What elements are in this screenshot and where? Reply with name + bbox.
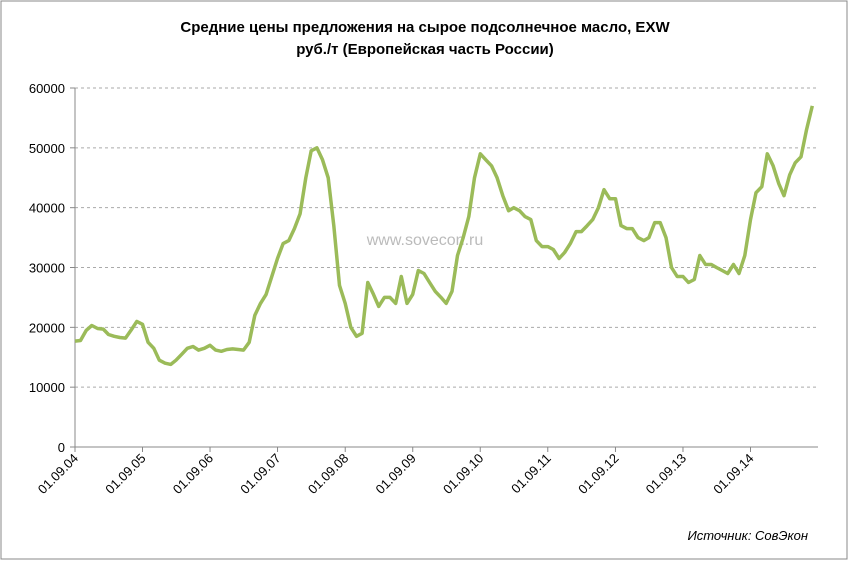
y-tick-label: 0 [58, 440, 65, 455]
y-tick-label: 60000 [29, 81, 65, 96]
y-tick-label: 10000 [29, 380, 65, 395]
y-tick-label: 30000 [29, 261, 65, 276]
watermark: www.sovecon.ru [366, 232, 484, 249]
y-tick-label: 20000 [29, 320, 65, 335]
source-note: Источник: СовЭкон [687, 528, 808, 543]
chart-title: Средние цены предложения на сырое подсол… [180, 19, 670, 36]
chart-title: руб./т (Европейская часть России) [296, 41, 554, 58]
price-line [74, 105, 815, 367]
y-tick-label: 40000 [29, 201, 65, 216]
y-tick-label: 50000 [29, 141, 65, 156]
